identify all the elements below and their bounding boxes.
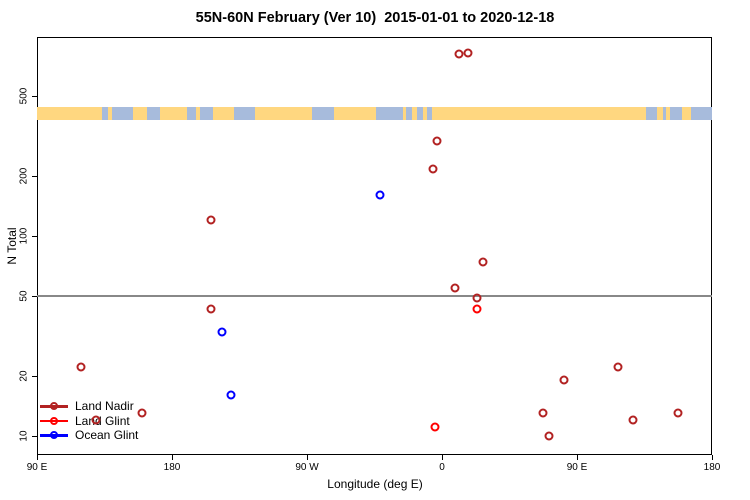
data-point-land-nadir: [673, 408, 683, 418]
y-tick: [32, 235, 37, 237]
x-tick-label: 90 E: [26, 462, 48, 473]
data-point-land-nadir: [472, 293, 482, 303]
data-point-land-glint: [430, 422, 439, 432]
map-strip-land: [37, 107, 103, 120]
data-point-land-nadir: [428, 164, 438, 174]
data-point-land-nadir: [478, 257, 487, 267]
legend-label: Land Nadir: [75, 399, 134, 413]
y-tick-label: 10: [18, 430, 30, 442]
map-strip-land: [254, 107, 312, 120]
x-tick-label: 0: [439, 462, 445, 473]
data-point-land-nadir: [454, 49, 464, 59]
x-axis-label: Longitude (deg E): [327, 477, 423, 491]
data-point-land-nadir: [544, 431, 554, 441]
y-tick-label: 500: [18, 87, 30, 105]
y-tick: [32, 175, 37, 177]
y-tick: [32, 296, 37, 298]
x-tick: [307, 455, 308, 460]
data-point-land-nadir: [206, 304, 216, 314]
x-tick-label: 90 E: [566, 462, 588, 473]
data-point-land-nadir: [206, 215, 216, 225]
data-point-land-nadir: [538, 408, 548, 418]
reference-line-50: [37, 295, 712, 297]
y-tick-label: 100: [18, 227, 30, 245]
data-point-land-glint: [472, 304, 482, 314]
data-point-land-nadir: [432, 136, 442, 146]
x-tick-label: 90 W: [295, 462, 319, 473]
land-glint-line-circle-icon: [40, 414, 68, 428]
y-tick-label: 20: [18, 369, 30, 382]
map-strip-land: [422, 107, 427, 120]
map-strip-land: [133, 107, 147, 120]
map-strip-land: [412, 107, 417, 120]
legend-item-land-nadir: Land Nadir: [40, 399, 138, 414]
map-strip-land: [107, 107, 112, 120]
map-strip-land: [212, 107, 234, 120]
y-tick-label: 200: [18, 167, 30, 185]
data-point-ocean-glint: [375, 190, 385, 200]
x-tick: [577, 455, 578, 460]
map-strip-land: [682, 107, 691, 120]
data-point-land-nadir: [450, 283, 460, 293]
map-strip-land: [196, 107, 200, 120]
x-tick: [37, 455, 38, 460]
x-tick-label: 180: [163, 462, 181, 473]
map-strip-land: [334, 107, 376, 120]
x-tick-label: 180: [703, 462, 721, 473]
data-point-land-nadir: [76, 362, 86, 372]
x-tick: [172, 455, 173, 460]
legend-label: Land Glint: [75, 413, 130, 428]
y-tick: [32, 435, 37, 437]
y-axis-label: N Total: [5, 227, 19, 265]
data-point-land-nadir: [463, 48, 472, 58]
chart-legend: Land Nadir Land Glint Ocean Glint: [40, 399, 138, 443]
data-point-ocean-glint: [217, 327, 227, 337]
ocean-glint-line-circle-icon: [40, 428, 68, 442]
map-strip-land: [403, 107, 406, 120]
map-strip-land: [160, 107, 187, 120]
data-point-land-nadir: [628, 415, 638, 425]
legend-label: Ocean Glint: [75, 428, 139, 442]
x-tick: [712, 455, 713, 460]
data-point-land-nadir: [613, 362, 623, 372]
plot-area: [37, 37, 712, 455]
legend-item-ocean-glint: Ocean Glint: [40, 428, 138, 443]
legend-item-land-glint: Land Glint: [40, 414, 138, 429]
land-nadir-line-circle-icon: [40, 399, 68, 413]
map-strip-land: [656, 107, 663, 120]
data-point-ocean-glint: [226, 390, 235, 400]
data-point-land-nadir: [559, 375, 569, 385]
data-point-land-nadir: [91, 415, 101, 425]
y-tick: [32, 375, 37, 377]
map-strip-land: [431, 107, 646, 120]
map-strip-land: [665, 107, 670, 120]
y-tick-label: 50: [18, 290, 30, 302]
x-tick: [442, 455, 443, 460]
y-tick: [32, 96, 37, 98]
data-point-land-nadir: [137, 408, 147, 418]
chart-title: 55N-60N February (Ver 10) 2015-01-01 to …: [195, 10, 555, 26]
